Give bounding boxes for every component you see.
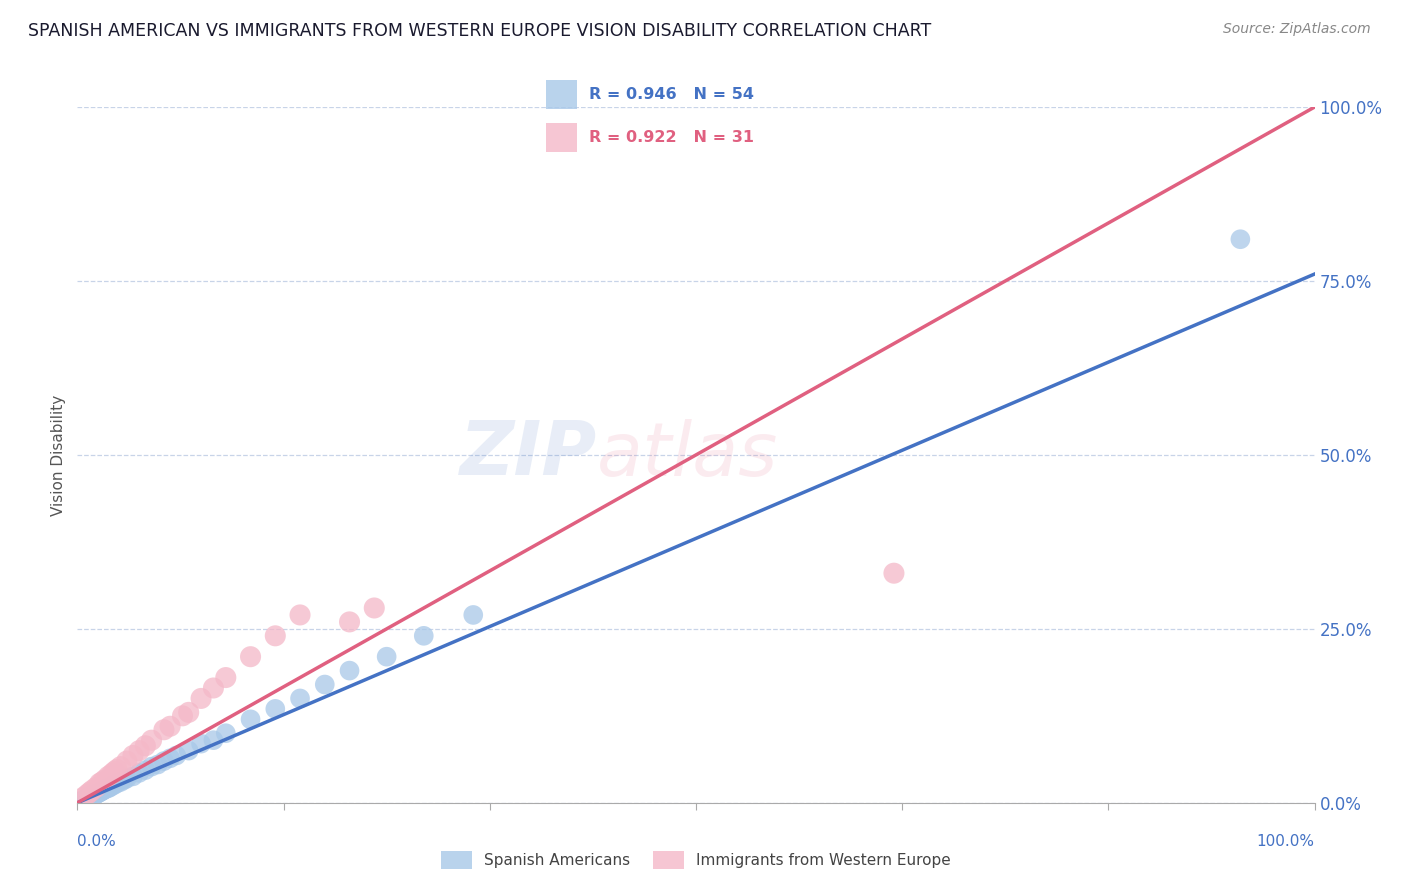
Point bbox=[375, 649, 398, 664]
Point bbox=[87, 786, 110, 800]
Point bbox=[202, 681, 225, 695]
Bar bbox=[547, 80, 576, 109]
Text: Source: ZipAtlas.com: Source: ZipAtlas.com bbox=[1223, 22, 1371, 37]
Point bbox=[72, 793, 94, 807]
Point bbox=[72, 794, 94, 808]
Point bbox=[288, 691, 311, 706]
Point bbox=[84, 780, 107, 795]
Point bbox=[90, 785, 112, 799]
Point bbox=[83, 788, 105, 802]
Point bbox=[134, 763, 156, 777]
Point bbox=[70, 794, 93, 808]
Point bbox=[103, 778, 125, 792]
Point bbox=[79, 785, 101, 799]
Point bbox=[76, 791, 98, 805]
Point bbox=[93, 772, 115, 787]
Point bbox=[103, 764, 125, 779]
Point bbox=[86, 787, 108, 801]
Point bbox=[82, 783, 104, 797]
Text: SPANISH AMERICAN VS IMMIGRANTS FROM WESTERN EUROPE VISION DISABILITY CORRELATION: SPANISH AMERICAN VS IMMIGRANTS FROM WEST… bbox=[28, 22, 931, 40]
Point bbox=[128, 765, 150, 780]
Point bbox=[146, 757, 169, 772]
Point bbox=[72, 790, 94, 805]
Point bbox=[363, 601, 385, 615]
Point bbox=[84, 787, 107, 801]
Point bbox=[215, 726, 238, 740]
Point bbox=[159, 751, 181, 765]
Point bbox=[94, 781, 117, 796]
Point bbox=[202, 733, 225, 747]
Point bbox=[76, 788, 98, 802]
Point bbox=[215, 671, 238, 685]
Bar bbox=[547, 123, 576, 152]
Point bbox=[82, 788, 104, 802]
Point bbox=[122, 769, 145, 783]
Point bbox=[314, 677, 336, 691]
Text: R = 0.922   N = 31: R = 0.922 N = 31 bbox=[589, 130, 754, 145]
Point bbox=[128, 744, 150, 758]
Text: ZIP: ZIP bbox=[460, 418, 598, 491]
Y-axis label: Vision Disability: Vision Disability bbox=[51, 394, 66, 516]
Point bbox=[105, 763, 128, 777]
Point bbox=[339, 664, 361, 678]
Point bbox=[463, 607, 485, 622]
Point bbox=[101, 766, 124, 780]
Point bbox=[89, 785, 111, 799]
Point bbox=[76, 791, 98, 805]
Point bbox=[177, 706, 200, 720]
Point bbox=[82, 789, 104, 803]
Point bbox=[91, 783, 114, 797]
Point bbox=[883, 566, 905, 581]
Point bbox=[339, 615, 361, 629]
Text: R = 0.946   N = 54: R = 0.946 N = 54 bbox=[589, 87, 754, 102]
Point bbox=[110, 759, 132, 773]
Point bbox=[177, 744, 200, 758]
Point bbox=[239, 649, 262, 664]
Point bbox=[110, 775, 132, 789]
Point bbox=[165, 748, 187, 763]
Point bbox=[115, 754, 138, 768]
Point bbox=[97, 769, 120, 783]
Point bbox=[89, 776, 111, 790]
Point bbox=[98, 780, 121, 795]
Text: 100.0%: 100.0% bbox=[1257, 834, 1315, 849]
Point bbox=[190, 691, 212, 706]
Point bbox=[73, 792, 96, 806]
Point bbox=[141, 759, 163, 773]
Point bbox=[190, 737, 212, 751]
Point bbox=[105, 776, 128, 790]
Point bbox=[1229, 232, 1251, 246]
Point bbox=[84, 788, 107, 802]
Point bbox=[172, 708, 194, 723]
Point bbox=[159, 719, 181, 733]
Point bbox=[264, 702, 287, 716]
Point bbox=[264, 629, 287, 643]
Point bbox=[153, 754, 176, 768]
Point bbox=[153, 723, 176, 737]
Point bbox=[101, 779, 124, 793]
Point bbox=[112, 772, 135, 787]
Point bbox=[79, 790, 101, 805]
Point bbox=[80, 789, 103, 804]
Text: atlas: atlas bbox=[598, 419, 779, 491]
Text: 0.0%: 0.0% bbox=[77, 834, 117, 849]
Point bbox=[97, 781, 120, 796]
Point bbox=[239, 712, 262, 726]
Point bbox=[75, 792, 97, 806]
Point bbox=[288, 607, 311, 622]
Point bbox=[79, 789, 101, 804]
Point bbox=[93, 782, 115, 797]
Point bbox=[412, 629, 434, 643]
Point bbox=[134, 739, 156, 753]
Legend: Spanish Americans, Immigrants from Western Europe: Spanish Americans, Immigrants from Weste… bbox=[436, 846, 956, 875]
Point bbox=[91, 784, 114, 798]
Point bbox=[115, 772, 138, 786]
Point bbox=[91, 775, 114, 789]
Point bbox=[82, 789, 104, 803]
Point bbox=[141, 733, 163, 747]
Point bbox=[77, 791, 100, 805]
Point bbox=[122, 748, 145, 763]
